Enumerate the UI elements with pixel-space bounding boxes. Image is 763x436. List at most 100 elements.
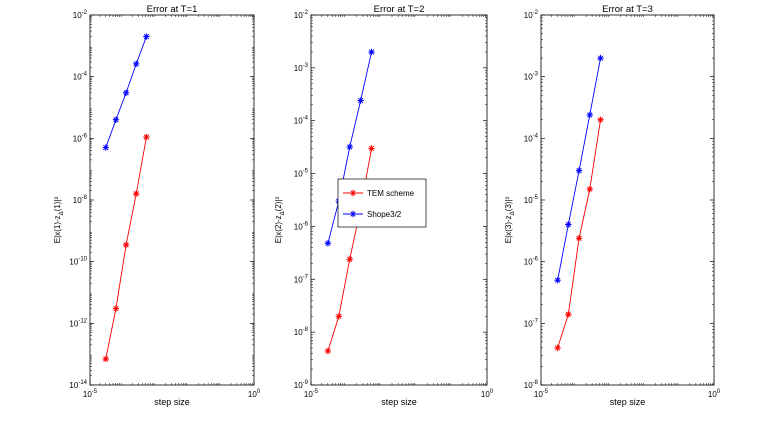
y-tick-label-base: 10 [294,222,303,231]
series-1-point [122,241,130,249]
y-tick-label-base: 10 [524,196,533,205]
y-tick-label: 10-5 [524,195,539,205]
y-tick-label-base: 10 [524,381,533,390]
y-tick-label-base: 10 [69,319,78,328]
y-tick-label: 10-6 [73,133,88,143]
y-axis-label-part: (3)|³ [504,196,513,211]
legend-label: TEM scheme [367,189,415,198]
y-axis-label-part: E|x(3)-z [504,215,513,243]
y-tick-label-base: 10 [294,381,303,390]
y-tick-label-base: 10 [69,258,78,267]
x-tick-label: 100 [481,389,494,399]
y-tick-label: 10-2 [294,10,309,20]
series-1-line [557,119,601,349]
series-1-point [102,355,109,363]
series-2-point [102,144,109,151]
y-tick-label-base: 10 [524,73,533,82]
y-tick-label-exponent: -3 [533,72,539,78]
legend-marker [349,189,357,197]
series-1-point [586,185,593,193]
chart-3: 10-810-710-610-510-410-310-210-5 100Error… [504,4,721,407]
y-tick-label: 10-2 [524,10,539,20]
y-tick-label-base: 10 [294,64,303,73]
y-tick-label: 10-2 [73,10,88,20]
y-axis-label: E|x(1)-zΔ(1)|³ [53,196,65,243]
y-axis-label-part: Δ [510,211,516,215]
series-1-point [368,145,375,152]
y-tick-label: 10-9 [294,380,309,390]
series-2-point [122,89,130,96]
plot-area-frame [310,14,488,386]
series-1-point [335,313,343,320]
chart-title: Error at T=3 [602,4,653,15]
x-tick-label-exponent: 0 [490,389,494,395]
y-tick-label: 10-8 [524,380,539,390]
y-tick-label: 10-6 [524,257,539,267]
series-2-point [143,33,150,40]
y-tick-label: 10-12 [69,318,87,328]
series-2-point [575,167,583,174]
y-tick-label-base: 10 [69,381,78,390]
y-tick-label: 10-14 [69,380,87,390]
series-1-point [565,311,572,318]
x-tick-label-exponent: 0 [717,389,721,395]
chart-title: Error at T=1 [147,4,198,15]
plot-area-frame [89,14,255,386]
y-tick-label-base: 10 [524,11,533,20]
y-tick-label: 10-7 [524,318,539,328]
x-tick-label: 100 [708,389,721,399]
y-tick-label-exponent: -5 [533,195,539,201]
y-tick-label: 10-6 [294,221,309,231]
series-2-point [324,240,332,247]
y-tick-label: 10-4 [294,116,309,126]
y-axis-label-part: (2)|³ [274,196,283,211]
y-tick-label: 10-10 [69,257,87,267]
x-tick-label-base: 10 [534,390,543,399]
y-tick-label-exponent: -10 [78,257,87,263]
y-tick-label-base: 10 [524,258,533,267]
series-2-point [597,54,604,62]
y-tick-label-exponent: -4 [82,72,88,78]
chart-title: Error at T=2 [374,4,425,15]
y-tick-label: 10-3 [294,63,309,73]
y-axis-label-part: Δ [59,211,65,215]
y-tick-label-exponent: -7 [533,318,539,324]
y-tick-label-exponent: -4 [533,133,539,139]
x-tick-label-exponent: 0 [257,389,261,395]
x-tick-label: 10-5 [304,389,319,399]
y-tick-label-exponent: -6 [533,257,539,263]
series-1-point [112,305,120,312]
y-tick-label-exponent: -4 [303,116,309,122]
y-tick-label-exponent: -2 [303,10,309,16]
series-2-point [554,277,561,284]
y-tick-label-base: 10 [294,275,303,284]
y-tick-label: 10-8 [73,195,88,205]
series-2-point [586,111,593,119]
x-tick-label-base: 10 [481,390,490,399]
y-tick-label-exponent: -2 [82,10,88,16]
series-1-point [575,235,583,242]
y-tick-label-exponent: -8 [82,195,88,201]
y-tick-label-exponent: -8 [303,327,309,333]
y-tick-label-base: 10 [73,196,82,205]
y-tick-label-base: 10 [294,170,303,179]
x-tick-label-exponent: -5 [313,389,319,395]
series-2-point [565,221,572,228]
series-2-point [346,143,353,151]
y-tick-label-base: 10 [294,11,303,20]
y-tick-label: 10-4 [524,133,539,143]
y-tick-label-base: 10 [73,11,82,20]
legend-box [337,178,427,228]
legend-marker [349,210,357,218]
x-axis-label: step size [381,397,417,407]
y-axis-label-part: (1)|³ [53,196,62,211]
y-tick-label-base: 10 [524,319,533,328]
x-tick-label-base: 10 [708,390,717,399]
y-tick-label: 10-4 [73,72,88,82]
y-tick-label-exponent: -6 [303,221,309,227]
y-tick-label: 10-8 [294,327,309,337]
y-tick-label: 10-3 [524,72,539,82]
x-tick-label-base: 10 [83,390,92,399]
